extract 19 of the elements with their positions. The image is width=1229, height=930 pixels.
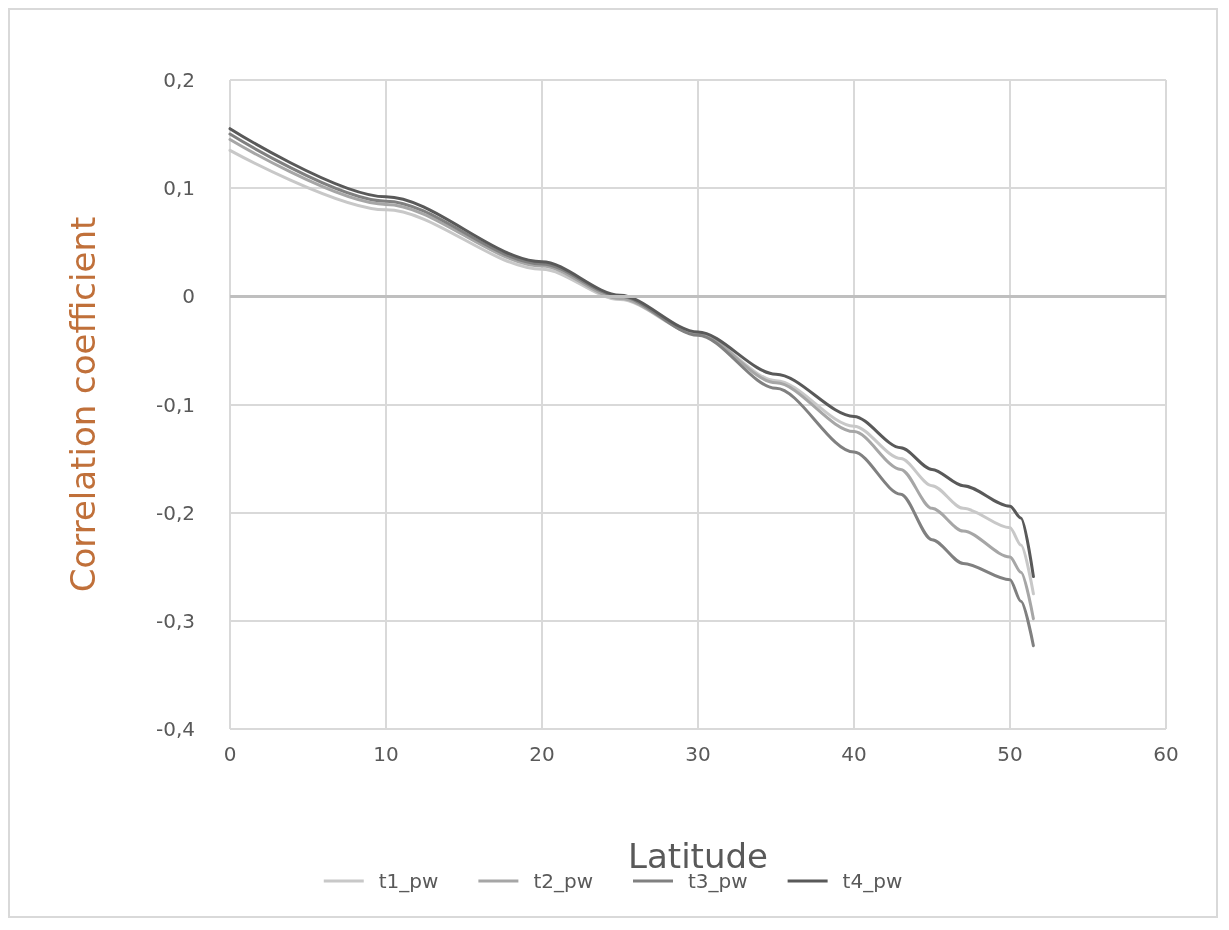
x-tick-label: 10 — [373, 742, 399, 766]
x-tick-label: 40 — [841, 742, 867, 766]
y-tick-label: -0,1 — [155, 392, 195, 417]
legend-label: t1_pw — [378, 869, 439, 893]
y-tick-label: -0,3 — [155, 608, 195, 633]
y-tick-label: 0,2 — [163, 68, 195, 92]
legend-label: t2_pw — [533, 869, 594, 893]
x-tick-label: 30 — [685, 742, 711, 766]
x-tick-label: 0 — [223, 742, 237, 766]
x-tick-label: 20 — [529, 742, 555, 766]
legend-label: t3_pw — [688, 869, 748, 893]
legend-label: t4_pw — [842, 869, 903, 893]
y-tick-label: 0,1 — [163, 176, 195, 201]
y-axis-title: Correlation coefficient — [63, 216, 103, 593]
y-tick-label: -0,4 — [155, 717, 195, 741]
y-tick-label: 0 — [182, 284, 195, 309]
x-tick-label: 50 — [997, 742, 1023, 766]
x-tick-label: 60 — [1153, 742, 1179, 766]
y-tick-label: -0,2 — [155, 500, 195, 525]
